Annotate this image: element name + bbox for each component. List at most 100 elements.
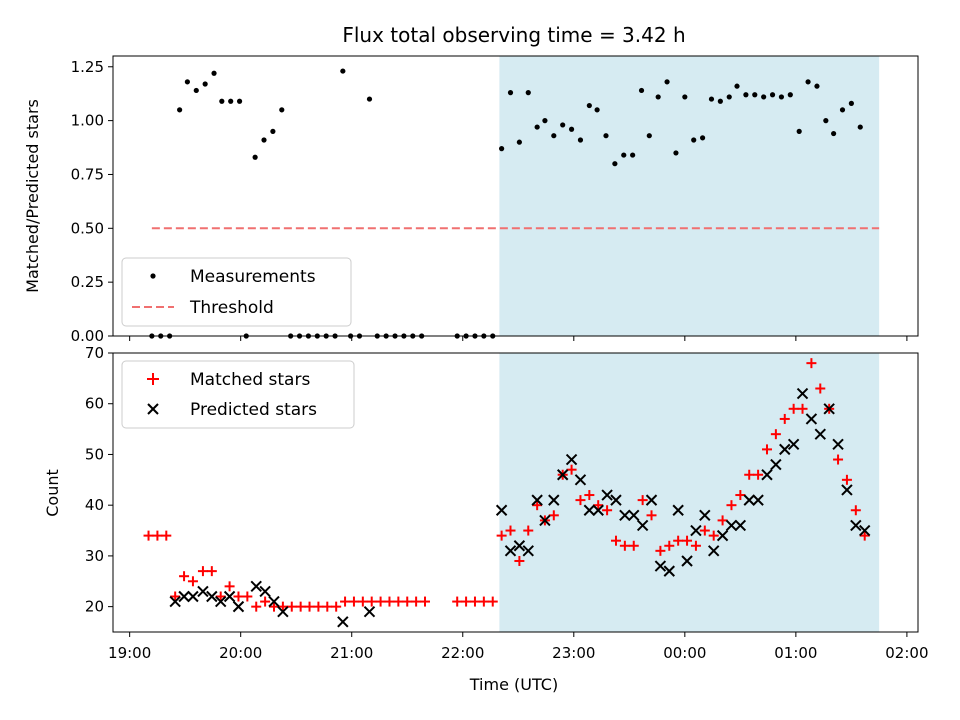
- predicted-stars-point: [504, 545, 517, 557]
- measurement-point: [839, 107, 846, 113]
- matched-stars-point: [797, 403, 808, 414]
- legend-threshold-label: Threshold: [189, 298, 274, 318]
- predicted-stars-point: [841, 484, 853, 496]
- matched-stars-point: [833, 454, 844, 465]
- predicted-stars-point: [250, 580, 262, 593]
- measurement-point: [708, 96, 715, 102]
- predicted-stars-point: [277, 606, 289, 618]
- xtick-label: 23:00: [552, 644, 595, 662]
- measurement-point: [630, 152, 636, 158]
- panel-bottom-shaded-span: [499, 353, 880, 632]
- legend-measurements-marker: [150, 273, 156, 279]
- measurement-point: [551, 133, 557, 139]
- predicted-stars-point: [574, 474, 587, 486]
- matched-stars-point: [505, 525, 516, 536]
- predicted-stars-point: [206, 590, 218, 603]
- measurement-point: [857, 124, 863, 130]
- measurement-point: [525, 90, 531, 96]
- matched-stars-point: [411, 596, 422, 607]
- matched-stars-point: [197, 566, 208, 577]
- measurement-point: [603, 133, 609, 139]
- predicted-stars-point: [197, 585, 209, 598]
- measurement-point: [228, 98, 234, 104]
- predicted-stars-point: [858, 524, 871, 537]
- predicted-stars-point: [850, 519, 862, 532]
- matched-stars-point: [699, 525, 710, 536]
- panel-top-ylabel: Matched/Predicted stars: [23, 99, 42, 293]
- measurement-point: [726, 94, 732, 100]
- matched-stars-point: [357, 596, 368, 607]
- legend-predicted-marker: [147, 403, 159, 415]
- matched-stars-point: [348, 596, 359, 607]
- matched-stars-point: [469, 596, 480, 607]
- matched-stars-point: [779, 413, 790, 424]
- measurement-point: [184, 79, 190, 85]
- matched-stars-point: [548, 510, 559, 521]
- measurement-point: [761, 94, 767, 100]
- matched-stars-point: [487, 596, 498, 607]
- measurement-point: [499, 146, 505, 152]
- matched-stars-point: [708, 530, 719, 541]
- predicted-stars-point: [636, 519, 649, 532]
- measurement-point: [568, 126, 575, 132]
- matched-stars-point: [242, 591, 253, 602]
- predicted-stars-point: [699, 509, 711, 522]
- measurement-point: [177, 107, 183, 113]
- matched-stars-point: [593, 500, 604, 511]
- measurement-point: [366, 96, 373, 102]
- predicted-stars-point: [814, 428, 826, 440]
- matched-stars-point: [619, 540, 630, 551]
- predicted-stars-point: [645, 494, 658, 506]
- measurement-point: [691, 137, 697, 143]
- matched-stars-point: [251, 601, 262, 612]
- panel-top-ytick-label: 0.75: [71, 165, 104, 183]
- matched-stars-point: [452, 596, 463, 607]
- matched-stars-point: [461, 596, 472, 607]
- legend-matched-marker: [147, 373, 159, 385]
- predicted-stars-point: [734, 519, 747, 532]
- panel-bottom-ylabel: Count: [43, 469, 62, 517]
- predicted-stars-point: [681, 555, 693, 567]
- panel-bottom-ytick-label: 60: [85, 395, 104, 413]
- predicted-stars-point: [663, 565, 675, 577]
- predicted-stars-point: [565, 453, 578, 466]
- measurement-point: [252, 154, 258, 160]
- predicted-stars-point: [583, 504, 596, 516]
- measurement-point: [621, 152, 627, 158]
- matched-stars-point: [393, 596, 404, 607]
- predicted-stars-point: [259, 585, 271, 598]
- predicted-stars-point: [796, 387, 809, 400]
- measurement-point: [682, 94, 688, 100]
- matched-stars-point: [726, 500, 737, 511]
- panel-bottom-frame: [112, 352, 919, 633]
- measurement-point: [796, 128, 802, 134]
- matched-stars-point: [788, 403, 799, 414]
- measurement-point: [673, 150, 679, 156]
- matched-stars-point: [682, 535, 693, 546]
- xtick-label: 01:00: [774, 644, 817, 662]
- panel-bottom-legend: Matched stars Predicted stars: [121, 360, 355, 429]
- matched-stars-point: [286, 601, 297, 612]
- legend-measurements-label: Measurements: [190, 267, 316, 287]
- measurement-point: [769, 92, 776, 98]
- predicted-stars-point: [619, 509, 631, 522]
- predicted-stars-point: [654, 560, 667, 572]
- measurement-point: [638, 87, 645, 94]
- measurement-point: [778, 94, 785, 100]
- matched-stars-point: [770, 429, 781, 440]
- predicted-stars-point: [601, 489, 613, 501]
- panel-top-ytick-label: 0.00: [71, 327, 104, 345]
- matched-stars-point: [277, 601, 288, 612]
- measurement-point: [664, 79, 670, 85]
- chart-title: Flux total observing time = 3.42 h: [342, 23, 685, 47]
- predicted-stars-point: [823, 403, 835, 415]
- predicted-stars-point: [268, 595, 280, 608]
- measurement-point: [193, 87, 199, 94]
- matched-stars-point: [753, 469, 764, 480]
- xtick-label: 00:00: [663, 644, 706, 662]
- predicted-stars-point: [169, 595, 181, 608]
- panel-top-legend: Measurements Threshold: [121, 257, 352, 327]
- matched-stars-point: [331, 601, 342, 612]
- measurement-point: [752, 92, 758, 98]
